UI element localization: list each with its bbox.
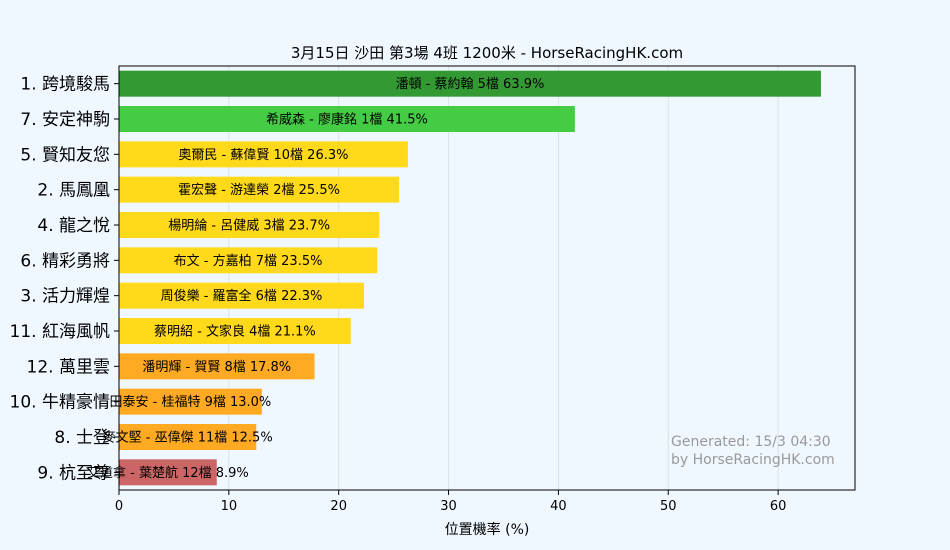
annotation-line-generated: Generated: 15/3 04:30 [671,434,831,450]
x-tick-label: 50 [660,499,677,514]
bar [119,282,364,309]
y-tick-label: 9. 杭至尊 [37,463,110,483]
y-tick-label: 7. 安定神駒 [20,110,110,130]
y-axis-ticks: 1. 跨境駿馬 7. 安定神駒 5. 賢知友您 2. 馬鳳凰 4. 龍之悅 6. 精彩勇將… [10,75,119,483]
axes-background [119,66,855,490]
bar-data-label: 艾道拿 - 葉楚航 12檔 8.9% [87,465,249,481]
bar [119,247,378,274]
x-tick-label: 40 [550,499,567,514]
bar-data-label: 布文 - 方嘉柏 7檔 23.5% [174,253,323,269]
x-tick-label: 0 [115,499,123,514]
bars [119,70,821,486]
x-axis-label: 位置機率 (%) [445,521,530,538]
bar [119,353,315,380]
bar-data-label: 霍宏聲 - 游達榮 2檔 25.5% [178,182,340,198]
bar-data-label: 奧爾民 - 蘇偉賢 10檔 26.3% [178,148,348,163]
bar [119,424,257,450]
chart-title: 3月15日 沙田 第3場 4班 1200米 - HorseRacingHK.co… [291,44,683,62]
bar [119,70,821,97]
bar-data-label: 麥文堅 - 巫偉傑 11檔 12.5% [103,430,273,446]
y-tick-label: 10. 牛精豪情 [10,392,110,413]
axes-frame [118,65,856,491]
bar [119,106,575,132]
bar-data-label: 周俊樂 - 羅富全 6檔 22.3% [161,288,323,304]
bar-data-label: 田泰安 - 桂福特 9檔 13.0% [110,395,272,410]
bar [119,318,351,344]
y-tick-label: 5. 賢知友您 [20,145,110,165]
y-tick-label: 6. 精彩勇將 [20,251,110,271]
bar [119,459,217,486]
annotation-line-site: by HorseRacingHK.com [671,452,835,468]
y-tick-label: 4. 龍之悅 [37,216,110,236]
bar-data-label: 潘明輝 - 賀賢 8檔 17.8% [142,360,291,375]
y-tick-label: 8. 士登 [54,428,110,448]
y-tick-label: 11. 紅海風帆 [10,322,110,342]
bar [119,176,400,203]
bar [119,212,380,238]
y-tick-label: 12. 萬里雲 [27,357,110,377]
y-tick-label: 1. 跨境駿馬 [20,75,110,95]
x-tick-label: 20 [330,499,347,514]
bar-data-label: 蔡明紹 - 文家良 4檔 21.1% [154,324,316,340]
x-axis-ticks: 0 10 20 30 40 50 60 [115,490,787,514]
bar [119,141,408,168]
bar-labels: 潘頓 - 蔡約翰 5檔 63.9% 希威森 - 廖康銘 1檔 41.5% 奧爾民 -… [87,77,544,481]
x-tick-label: 60 [770,499,787,514]
y-tick-label: 2. 馬鳳凰 [37,181,110,201]
y-tick-label: 3. 活力輝煌 [20,287,110,307]
bar-data-label: 楊明綸 - 呂健威 3檔 23.7% [168,218,330,234]
bar-data-label: 潘頓 - 蔡約翰 5檔 63.9% [396,77,545,92]
x-tick-label: 10 [221,499,238,514]
generated-annotation: Generated: 15/3 04:30 by HorseRacingHK.c… [671,434,835,468]
bar [119,388,262,415]
bar-data-label: 希威森 - 廖康銘 1檔 41.5% [266,112,428,128]
x-tick-label: 30 [440,499,457,514]
